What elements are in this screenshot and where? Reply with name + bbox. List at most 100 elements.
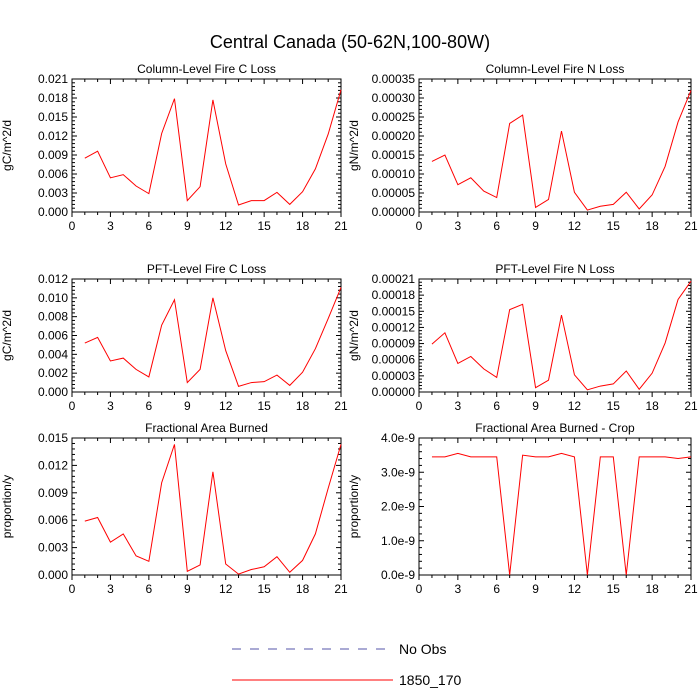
- y-tick-label: 0.00025: [372, 110, 416, 124]
- y-tick-label: 0.00009: [372, 337, 416, 351]
- x-tick-label: 0: [69, 399, 76, 413]
- panel-pft-level-fire-c-loss: PFT-Level Fire C Loss gC/m^2/d 0.000 0.002 0…: [0, 262, 348, 413]
- y-axis-label: proportion/y: [347, 475, 361, 538]
- x-tick-label: 0: [69, 582, 76, 596]
- y-tick-label: 0.015: [38, 110, 68, 124]
- legend-label-no-obs: No Obs: [399, 641, 446, 657]
- y-tick-label: 0.00015: [372, 148, 416, 162]
- x-tick-label: 6: [146, 219, 153, 233]
- y-tick-label: 0.018: [38, 91, 68, 105]
- x-tick-label: 12: [568, 399, 582, 413]
- x-tick-label: 3: [455, 582, 462, 596]
- x-tick-label: 3: [107, 219, 114, 233]
- y-tick-label: 0.021: [38, 72, 68, 86]
- y-tick-label: 0.006: [38, 167, 68, 181]
- panel-title: PFT-Level Fire C Loss: [147, 262, 266, 276]
- x-tick-label: 3: [107, 582, 114, 596]
- plot-frame: [71, 78, 342, 213]
- y-tick-label: 0.009: [38, 486, 68, 500]
- y-tick-label: 0.003: [38, 186, 68, 200]
- x-tick-label: 21: [334, 219, 348, 233]
- x-tick-label: 9: [532, 219, 539, 233]
- x-tick-label: 21: [334, 399, 348, 413]
- panel-pft-level-fire-n-loss: PFT-Level Fire N Loss gN/m^2/d 0.00000 0.00…: [347, 262, 698, 413]
- series-line-1850-170: [84, 444, 342, 575]
- panel-column-level-fire-c-loss: Column-Level Fire C Loss gC/m^2/d 0.000 0.0…: [0, 62, 348, 233]
- x-tick-label: 9: [184, 219, 191, 233]
- y-tick-label: 0.000: [38, 385, 68, 399]
- x-tick-label: 21: [684, 219, 698, 233]
- y-tick-label: 0.00020: [372, 129, 416, 143]
- y-tick-label: 0.006: [38, 513, 68, 527]
- plot-frame: [418, 78, 692, 213]
- y-tick-label: 0.003: [38, 541, 68, 555]
- y-tick-label: 0.012: [38, 129, 68, 143]
- x-tick-label: 18: [296, 582, 310, 596]
- plot-frame: [71, 437, 342, 576]
- panel-title: Fractional Area Burned: [145, 421, 268, 435]
- y-tick-label: 0.00018: [372, 288, 416, 302]
- y-tick-label: 0.010: [38, 291, 68, 305]
- legend-label-1850-170: 1850_170: [399, 672, 462, 688]
- x-tick-label: 15: [257, 582, 271, 596]
- y-tick-label: 0.002: [38, 366, 68, 380]
- x-tick-label: 18: [296, 219, 310, 233]
- series-line-1850-170: [84, 89, 342, 206]
- y-tick-label: 0.00015: [372, 304, 416, 318]
- x-tick-label: 21: [334, 582, 348, 596]
- x-tick-label: 15: [257, 399, 271, 413]
- x-tick-label: 18: [296, 399, 310, 413]
- x-tick-label: 15: [607, 219, 621, 233]
- y-tick-label: 0.00030: [372, 91, 416, 105]
- x-tick-label: 15: [257, 219, 271, 233]
- y-tick-label: 0.006: [38, 329, 68, 343]
- y-axis-label: gN/m^2/d: [347, 120, 361, 171]
- x-tick-label: 21: [684, 582, 698, 596]
- panel-title: Column-Level Fire C Loss: [137, 62, 276, 76]
- panels: Column-Level Fire C Loss gC/m^2/d 0.000 0.0…: [0, 62, 698, 596]
- y-axis-label: gC/m^2/d: [0, 310, 14, 361]
- legend: No Obs 1850_170: [232, 641, 462, 688]
- x-tick-label: 3: [107, 399, 114, 413]
- figure-title: Central Canada (50-62N,100-80W): [210, 32, 490, 52]
- x-tick-label: 12: [219, 219, 233, 233]
- x-tick-label: 9: [184, 399, 191, 413]
- x-tick-label: 12: [568, 582, 582, 596]
- series-line-1850-170: [431, 90, 692, 211]
- series-line-1850-170: [84, 287, 342, 387]
- y-tick-label: 0.00012: [372, 320, 416, 334]
- x-tick-label: 0: [416, 582, 423, 596]
- y-tick-label: 0.012: [38, 458, 68, 472]
- y-axis-label: gC/m^2/d: [0, 120, 14, 171]
- x-tick-label: 6: [146, 399, 153, 413]
- x-tick-label: 12: [219, 399, 233, 413]
- plot-frame: [418, 278, 692, 393]
- y-axis-label: gN/m^2/d: [347, 310, 361, 361]
- plot-frame: [418, 437, 692, 576]
- x-tick-label: 15: [607, 399, 621, 413]
- x-tick-label: 9: [532, 582, 539, 596]
- panel-fractional-area-burned-crop: Fractional Area Burned - Crop proportion/…: [347, 421, 698, 596]
- y-tick-label: 0.009: [38, 148, 68, 162]
- x-tick-label: 15: [607, 582, 621, 596]
- x-tick-label: 6: [493, 219, 500, 233]
- panel-title: Fractional Area Burned - Crop: [475, 421, 635, 435]
- y-tick-label: 0.00005: [372, 186, 416, 200]
- x-tick-label: 18: [645, 582, 659, 596]
- x-tick-label: 0: [69, 219, 76, 233]
- y-axis-label: proportion/y: [0, 475, 14, 538]
- y-tick-label: 2.0e-9: [381, 500, 415, 514]
- y-tick-label: 0.015: [38, 431, 68, 445]
- x-tick-label: 21: [684, 399, 698, 413]
- y-tick-label: 0.004: [38, 347, 68, 361]
- y-tick-label: 0.00003: [372, 369, 416, 383]
- x-tick-label: 0: [416, 219, 423, 233]
- x-tick-label: 12: [568, 219, 582, 233]
- y-tick-label: 0.000: [38, 568, 68, 582]
- x-tick-label: 18: [645, 219, 659, 233]
- panel-title: Column-Level Fire N Loss: [486, 62, 625, 76]
- x-tick-label: 3: [455, 399, 462, 413]
- series-line-1850-170: [431, 280, 692, 391]
- y-tick-label: 0.00021: [372, 272, 416, 286]
